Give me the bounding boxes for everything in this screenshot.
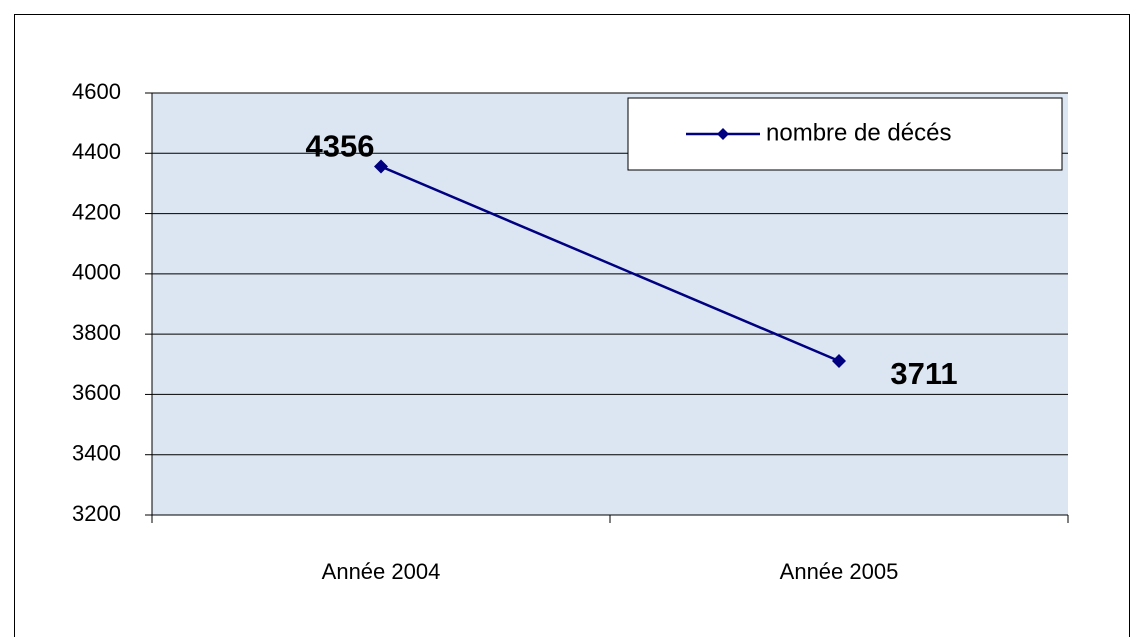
legend-marker: [717, 128, 729, 140]
y-tick-label: 3400: [72, 441, 121, 466]
legend-label: nombre de décés: [766, 119, 951, 146]
y-tick-label: 4600: [72, 79, 121, 104]
data-label: 4356: [306, 129, 375, 164]
data-label: 3711: [890, 356, 957, 391]
y-tick-label: 3200: [72, 501, 121, 526]
y-tick-label: 4000: [72, 260, 121, 285]
y-tick-label: 4400: [72, 139, 121, 164]
marker: [374, 159, 388, 174]
x-tick-label: Année 2005: [780, 559, 899, 584]
x-tick-label: Année 2004: [322, 559, 441, 584]
marker: [832, 353, 846, 368]
y-tick-label: 3800: [72, 320, 121, 345]
y-tick-label: 3600: [72, 380, 121, 405]
y-tick-label: 4200: [72, 199, 121, 224]
series-line: [380, 165, 840, 363]
